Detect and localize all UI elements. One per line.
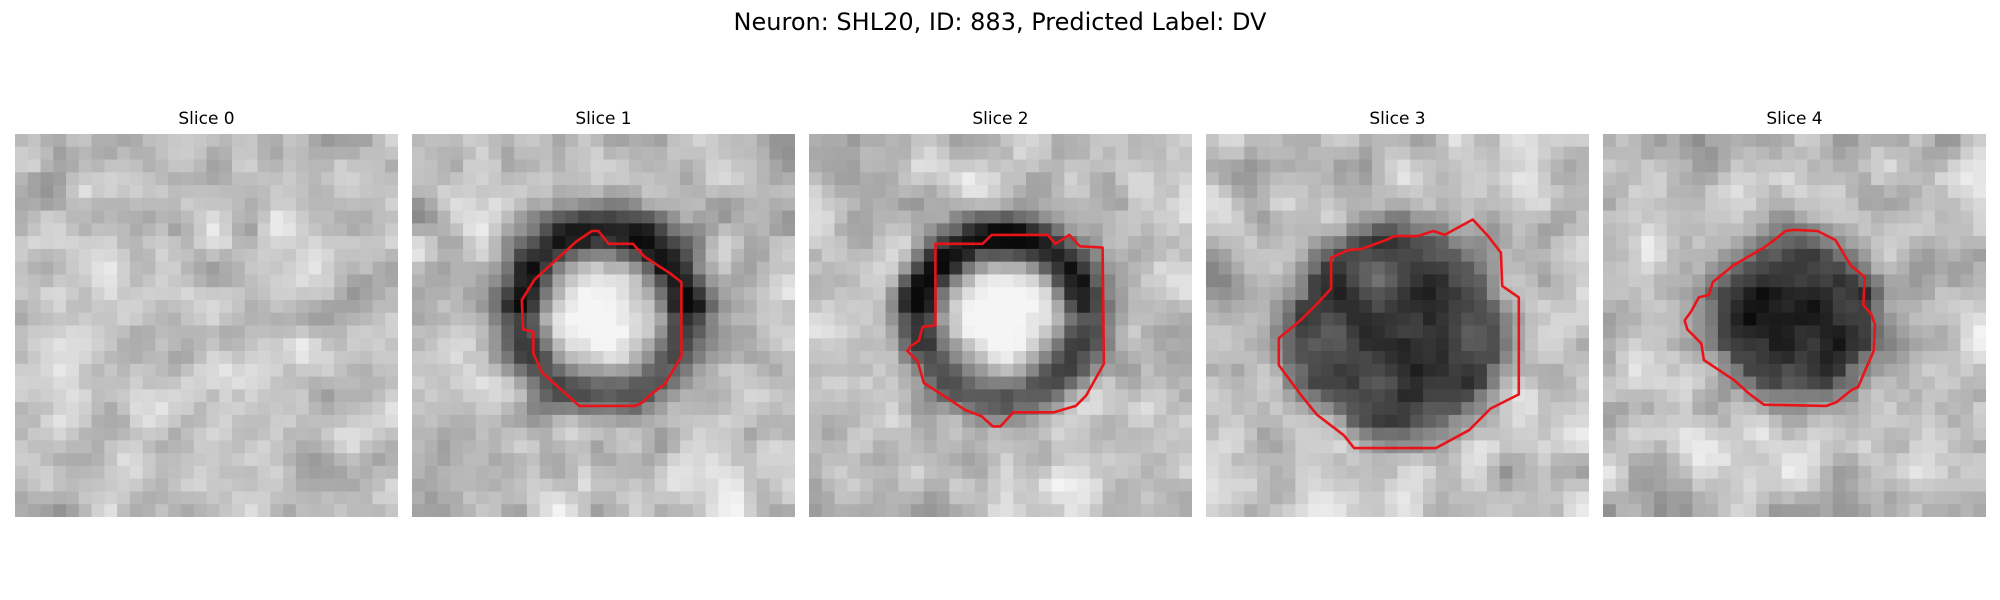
- slice-title-0: Slice 0: [178, 109, 235, 129]
- figure-title: Neuron: SHL20, ID: 883, Predicted Label:…: [733, 8, 1267, 36]
- roi-outline-3: [1277, 218, 1521, 450]
- slice-image-3: [1206, 134, 1589, 517]
- roi-outline-2: [906, 233, 1106, 428]
- grayscale-slice-3: [1206, 134, 1589, 517]
- slice-title-4: Slice 4: [1766, 109, 1823, 129]
- slice-image-1: [412, 134, 795, 517]
- slice-panel-4: Slice 4: [1603, 108, 1986, 517]
- roi-outline-1: [520, 229, 683, 408]
- slice-image-2: [809, 134, 1192, 517]
- grayscale-slice-2: [809, 134, 1192, 517]
- slice-title-1: Slice 1: [575, 109, 632, 129]
- slice-panel-2: Slice 2: [809, 108, 1192, 517]
- slice-title-3: Slice 3: [1369, 109, 1426, 129]
- slice-panel-1: Slice 1: [412, 108, 795, 517]
- grayscale-slice-1: [412, 134, 795, 517]
- slice-image-0: [15, 134, 398, 517]
- grayscale-slice-0: [15, 134, 398, 517]
- slice-title-2: Slice 2: [972, 109, 1029, 129]
- slice-image-4: [1603, 134, 1986, 517]
- grayscale-slice-4: [1603, 134, 1986, 517]
- slice-panel-0: Slice 0: [15, 108, 398, 517]
- roi-outline-4: [1683, 228, 1877, 408]
- slice-panel-3: Slice 3: [1206, 108, 1589, 517]
